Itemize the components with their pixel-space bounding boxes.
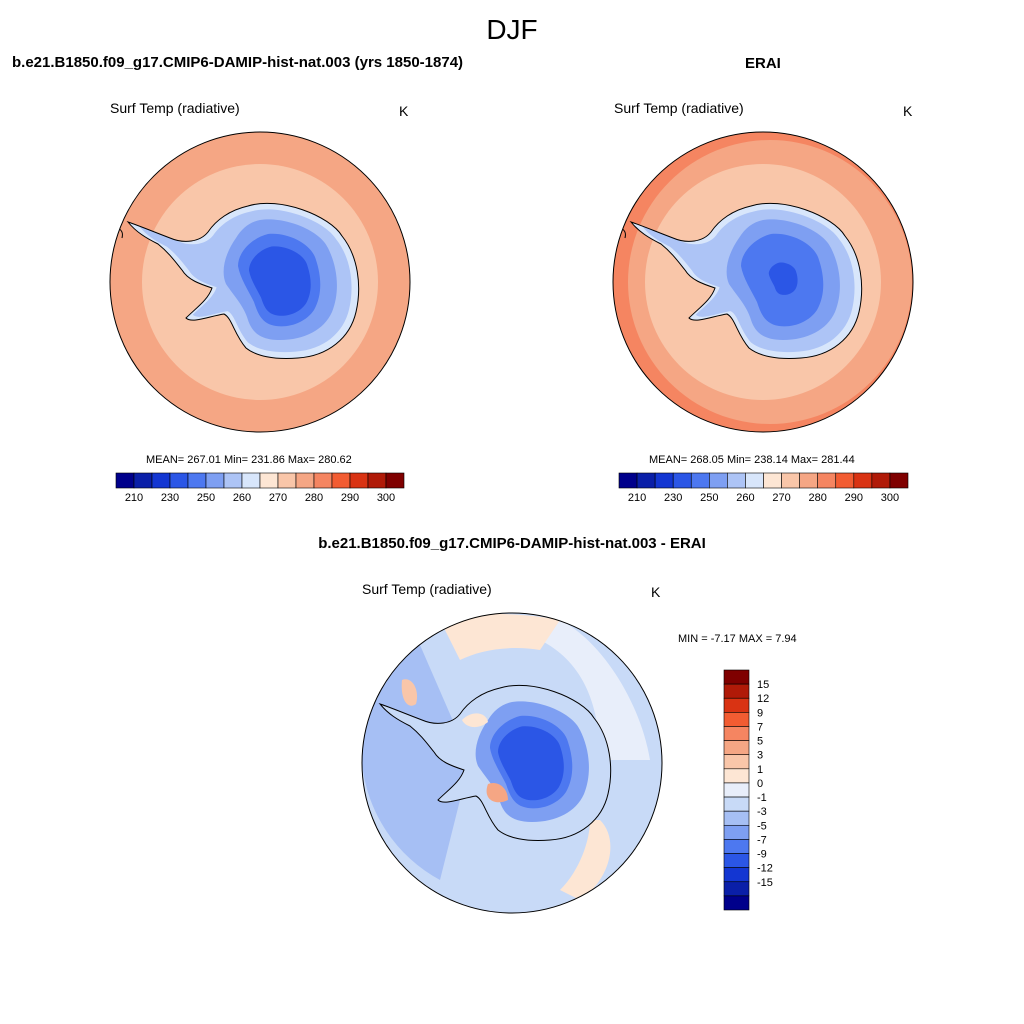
diff-colorbar-box	[723, 839, 750, 854]
diff-colorbar-box	[723, 683, 750, 699]
diff-stats-label: MIN = -7.17 MAX = 7.94	[678, 633, 797, 645]
obs-colorbar-box	[889, 472, 909, 489]
obs-polar-map	[612, 131, 914, 433]
obs-colorbar-tick-label: 290	[845, 492, 863, 504]
model-colorbar-box	[349, 472, 369, 489]
model-colorbar-box	[187, 472, 207, 489]
figure-title: DJF	[486, 14, 538, 45]
obs-variable-label: Surf Temp (radiative)	[614, 100, 744, 116]
model-colorbar-tick-label: 250	[197, 492, 215, 504]
diff-colorbar-tick-label: 5	[757, 736, 763, 748]
diff-units-label: K	[651, 584, 661, 600]
obs-colorbar-box	[817, 472, 837, 489]
model-colorbar-box	[133, 472, 153, 489]
diff-colorbar-box	[723, 796, 750, 812]
model-colorbar-box	[331, 472, 351, 489]
obs-colorbar-box	[727, 472, 746, 489]
diff-panel-title: b.e21.B1850.f09_g17.CMIP6-DAMIP-hist-nat…	[318, 535, 706, 552]
obs-colorbar-box	[654, 472, 674, 489]
diff-colorbar-tick-label: 9	[757, 707, 763, 719]
model-colorbar-tick-label: 210	[125, 492, 143, 504]
diff-colorbar-box	[723, 867, 750, 883]
obs-colorbar-box	[853, 472, 873, 489]
diff-colorbar-tick-label: 12	[757, 693, 769, 705]
obs-colorbar-tick-label: 270	[772, 492, 790, 504]
diff-colorbar-box	[723, 810, 750, 826]
diff-variable-label: Surf Temp (radiative)	[362, 581, 492, 597]
diff-colorbar-box	[723, 895, 750, 911]
diff-colorbar-box	[723, 740, 750, 756]
model-colorbar-box	[313, 472, 333, 489]
diff-colorbar-tick-label: 0	[757, 778, 763, 790]
obs-colorbar-box	[745, 472, 764, 489]
obs-colorbar-box	[690, 472, 710, 489]
model-panel-title: b.e21.B1850.f09_g17.CMIP6-DAMIP-hist-nat…	[12, 54, 464, 71]
diff-colorbar-tick-label: -5	[757, 820, 767, 832]
obs-colorbar-tick-label: 210	[628, 492, 646, 504]
model-colorbar: 210 230 250 260 270 280 290 300	[115, 472, 405, 504]
obs-colorbar-tick-label: 250	[700, 492, 718, 504]
model-colorbar-tick-label: 300	[377, 492, 395, 504]
model-colorbar-box	[259, 472, 279, 489]
obs-colorbar-tick-label: 230	[664, 492, 682, 504]
model-colorbar-tick-label: 230	[161, 492, 179, 504]
diff-colorbar-box	[723, 782, 750, 798]
diff-colorbar-tick-label: 1	[757, 764, 763, 776]
model-colorbar-tick-label: 280	[305, 492, 323, 504]
model-colorbar-tick-label: 290	[341, 492, 359, 504]
obs-colorbar-box	[835, 472, 855, 489]
diff-colorbar-box	[723, 853, 750, 868]
diff-colorbar-box	[723, 669, 750, 685]
obs-colorbar-box	[672, 472, 692, 489]
diff-colorbar-box	[723, 881, 750, 897]
diff-colorbar: 15 12 9 7 5 3 1 0 -1 -3 -5 -7 -9 -12 -15	[723, 669, 773, 911]
model-colorbar-box	[367, 472, 387, 489]
diff-colorbar-tick-label: -9	[757, 849, 767, 861]
diff-colorbar-box	[723, 712, 750, 727]
diff-colorbar-tick-label: 7	[757, 721, 763, 733]
model-colorbar-tick-label: 270	[269, 492, 287, 504]
diff-colorbar-tick-label: -12	[757, 863, 773, 875]
diff-colorbar-tick-label: -7	[757, 834, 767, 846]
model-colorbar-box	[385, 472, 405, 489]
model-stats-label: MEAN= 267.01 Min= 231.86 Max= 280.62	[146, 454, 352, 466]
model-variable-label: Surf Temp (radiative)	[110, 100, 240, 116]
obs-colorbar-box	[763, 472, 782, 489]
obs-colorbar-tick-label: 300	[881, 492, 899, 504]
diff-colorbar-tick-label: -3	[757, 806, 767, 818]
diff-colorbar-tick-label: 3	[757, 750, 763, 762]
obs-stats-label: MEAN= 268.05 Min= 238.14 Max= 281.44	[649, 454, 855, 466]
obs-colorbar: 210 230 250 260 270 280 290 300	[618, 472, 909, 504]
obs-colorbar-tick-label: 260	[736, 492, 754, 504]
obs-colorbar-box	[709, 472, 728, 489]
diff-colorbar-box	[723, 768, 750, 784]
diff-polar-map	[361, 612, 663, 914]
model-colorbar-box	[205, 472, 225, 489]
obs-colorbar-box	[781, 472, 800, 489]
model-colorbar-box	[277, 472, 297, 489]
obs-colorbar-box	[799, 472, 818, 489]
diff-colorbar-box	[723, 754, 750, 770]
model-units-label: K	[399, 103, 409, 119]
model-polar-map	[109, 131, 411, 433]
obs-colorbar-box	[871, 472, 891, 489]
obs-colorbar-box	[636, 472, 656, 489]
diff-colorbar-tick-label: -15	[757, 877, 773, 889]
diff-colorbar-box	[723, 726, 750, 741]
diff-colorbar-box	[723, 824, 750, 840]
model-colorbar-box	[169, 472, 189, 489]
obs-units-label: K	[903, 103, 913, 119]
model-colorbar-box	[223, 472, 243, 489]
model-colorbar-box	[115, 472, 135, 489]
model-colorbar-tick-label: 260	[233, 492, 251, 504]
obs-colorbar-box	[618, 472, 638, 489]
model-colorbar-box	[295, 472, 315, 489]
obs-panel-title: ERAI	[745, 55, 781, 72]
model-colorbar-box	[241, 472, 261, 489]
diff-colorbar-tick-label: -1	[757, 792, 767, 804]
obs-colorbar-tick-label: 280	[809, 492, 827, 504]
diff-colorbar-box	[723, 697, 750, 713]
diff-colorbar-tick-label: 15	[757, 679, 769, 691]
model-colorbar-box	[151, 472, 171, 489]
